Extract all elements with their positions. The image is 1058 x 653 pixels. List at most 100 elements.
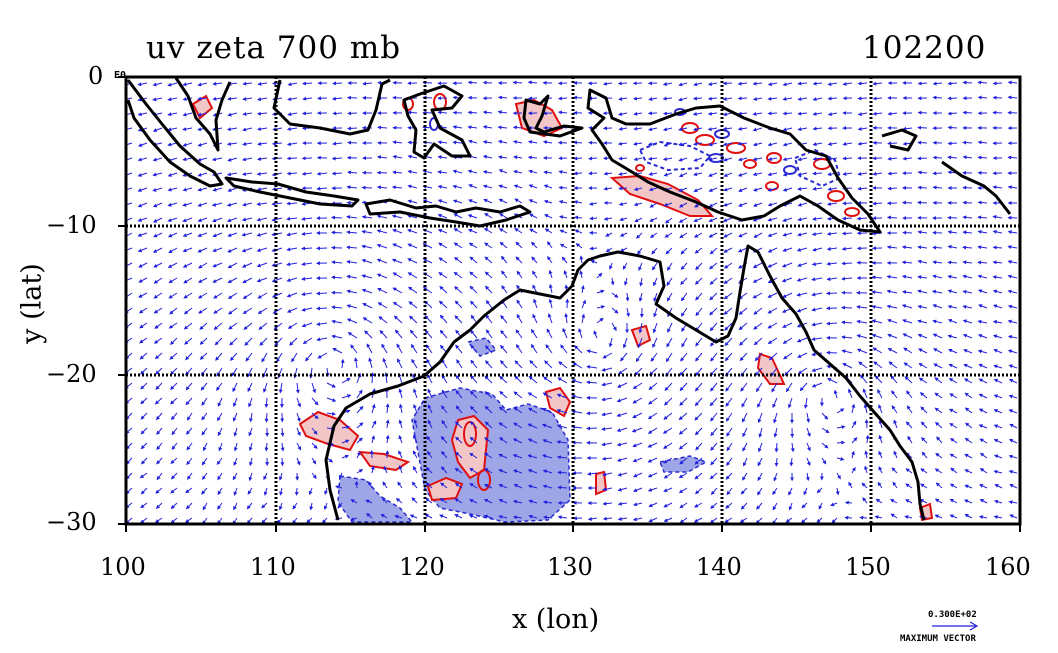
- wind-vector: [812, 186, 823, 191]
- wind-vector: [842, 81, 853, 86]
- wind-vector: [455, 344, 463, 354]
- wind-vector: [469, 421, 478, 429]
- wind-vector: [331, 215, 343, 220]
- wind-vector: [558, 200, 568, 204]
- wind-vector: [695, 292, 703, 301]
- wind-vector: [992, 275, 1003, 280]
- wind-vector: [617, 487, 628, 492]
- wind-vector: [407, 199, 418, 204]
- wind-vector: [653, 292, 658, 303]
- wind-vector: [842, 156, 853, 161]
- wind-vector: [376, 229, 388, 234]
- wind-vector: [917, 125, 928, 130]
- wind-vector: [500, 255, 508, 264]
- wind-vector: [782, 187, 793, 192]
- wind-vector: [917, 304, 928, 309]
- wind-vector: [992, 95, 1003, 100]
- wind-vector: [454, 482, 463, 489]
- wind-vector: [878, 466, 883, 474]
- wind-vector: [469, 390, 478, 399]
- wind-vector: [356, 422, 364, 429]
- wind-vector: [835, 487, 840, 496]
- wind-vector: [302, 81, 313, 86]
- wind-vector: [917, 200, 928, 205]
- wind-vector: [586, 426, 598, 431]
- wind-vector: [662, 96, 673, 101]
- wind-vector: [287, 82, 298, 87]
- wind-vector: [468, 514, 478, 519]
- wind-vector: [497, 125, 508, 130]
- wind-vector: [364, 330, 373, 339]
- wind-vector: [1007, 155, 1018, 160]
- wind-vector: [156, 427, 163, 435]
- wind-vector: [233, 502, 238, 511]
- wind-vector: [452, 184, 463, 189]
- wind-vector: [514, 360, 523, 369]
- wind-vector: [920, 483, 928, 489]
- wind-vector: [992, 304, 1003, 309]
- wind-vector: [308, 487, 313, 496]
- wind-vector: [272, 307, 283, 314]
- wind-vector: [532, 313, 538, 324]
- wind-vector: [812, 247, 823, 252]
- wind-vector: [978, 424, 988, 429]
- wind-vector: [878, 404, 883, 414]
- wind-vector: [710, 412, 718, 422]
- wind-vector: [710, 427, 718, 437]
- wind-vector: [811, 307, 823, 312]
- wind-vector: [212, 247, 223, 253]
- wind-vector: [694, 367, 703, 377]
- wind-vector: [286, 292, 298, 298]
- wind-vector: [197, 142, 208, 147]
- wind-vector: [182, 187, 193, 192]
- wind-vector: [289, 337, 298, 346]
- wind-vector: [563, 270, 568, 279]
- wind-vector: [647, 472, 658, 478]
- wind-vector: [140, 487, 148, 495]
- wind-vector: [863, 403, 868, 414]
- wind-vector: [830, 502, 838, 507]
- wind-vector: [137, 247, 148, 253]
- wind-vector: [936, 436, 943, 444]
- wind-vector: [949, 393, 958, 399]
- wind-vector: [301, 246, 313, 251]
- wind-vector: [826, 350, 838, 355]
- wind-vector: [891, 390, 898, 399]
- wind-vector: [391, 185, 403, 190]
- wind-vector: [377, 302, 388, 309]
- wind-vector: [286, 307, 298, 313]
- wind-vector: [377, 125, 388, 130]
- wind-vector: [962, 230, 973, 235]
- wind-vector: [977, 155, 988, 160]
- wind-vector: [263, 487, 268, 496]
- wind-vector: [407, 228, 418, 234]
- wind-vector: [796, 337, 808, 343]
- wind-vector: [632, 487, 643, 493]
- wind-vector: [197, 157, 208, 162]
- wind-vector: [542, 140, 553, 145]
- wind-vector: [737, 141, 748, 146]
- wind-vector: [935, 482, 943, 489]
- wind-vector: [932, 304, 943, 309]
- wind-vector: [605, 247, 613, 253]
- wind-vector: [528, 169, 538, 174]
- wind-vector: [831, 517, 838, 524]
- wind-vector: [500, 329, 508, 339]
- wind-vector: [797, 352, 808, 358]
- wind-vector: [741, 397, 748, 408]
- wind-vector: [557, 377, 568, 384]
- wind-vector: [291, 352, 298, 363]
- wind-vector: [485, 300, 493, 309]
- wind-vector: [619, 217, 628, 222]
- wind-vector: [126, 217, 133, 223]
- wind-vector: [979, 499, 988, 504]
- wind-vector: [821, 427, 830, 434]
- wind-vector: [527, 484, 538, 489]
- wind-vector: [316, 306, 328, 311]
- wind-vector: [796, 247, 808, 252]
- wind-vector: [140, 457, 148, 465]
- wind-vector: [663, 517, 673, 522]
- wind-vector: [666, 337, 673, 348]
- wind-vector: [392, 287, 403, 294]
- wind-vector: [126, 112, 133, 117]
